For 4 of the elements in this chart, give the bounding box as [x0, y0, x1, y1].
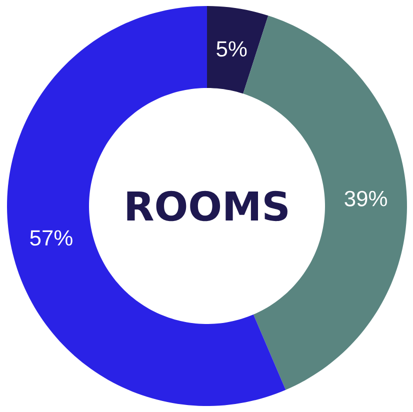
data-label: 39%	[344, 190, 387, 206]
data-label: 57%	[30, 230, 72, 246]
data-label: 5%	[216, 41, 247, 57]
text: ROOMS	[127, 190, 288, 222]
